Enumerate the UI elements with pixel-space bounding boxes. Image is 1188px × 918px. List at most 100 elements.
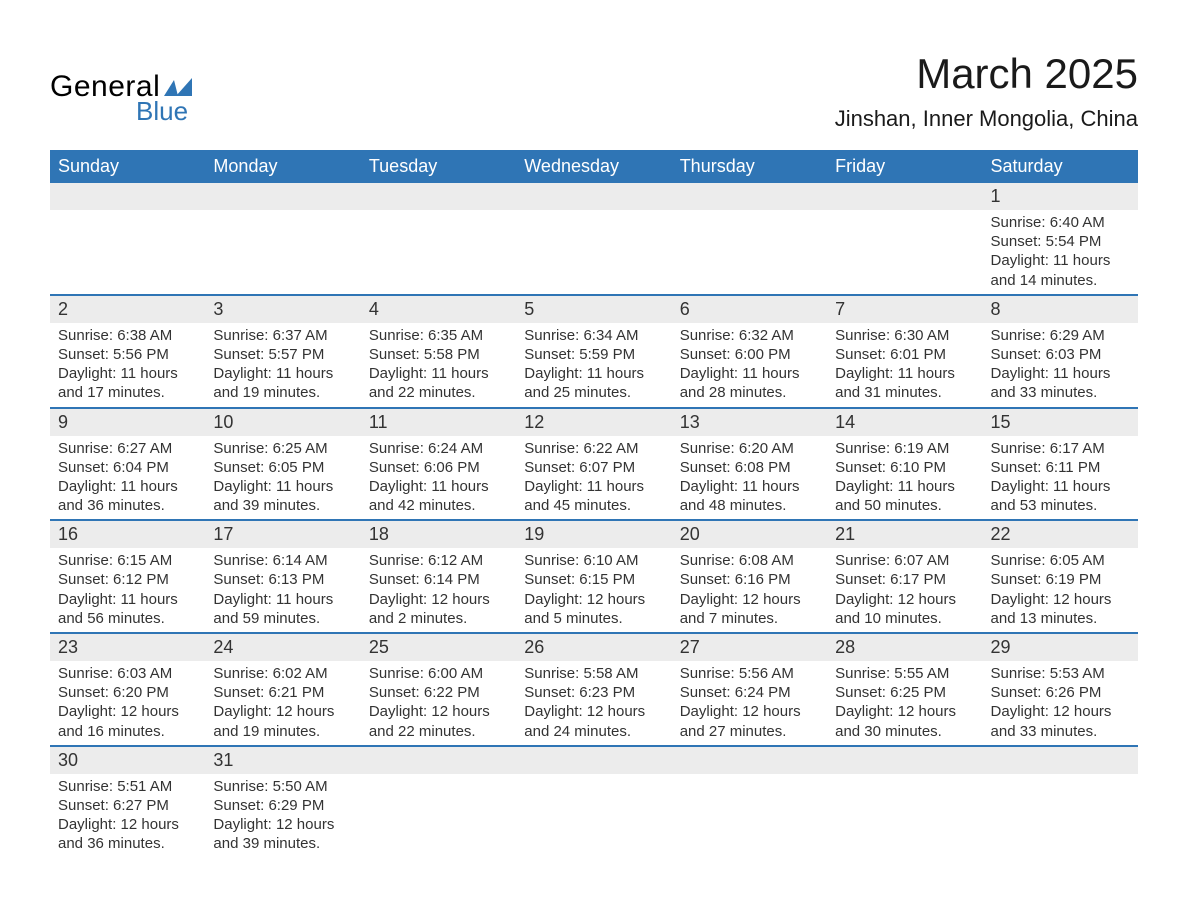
day-data-cell: Sunrise: 5:50 AMSunset: 6:29 PMDaylight:… (205, 774, 360, 858)
day-d1: Daylight: 11 hours (213, 590, 352, 609)
day-data: Sunrise: 6:29 AMSunset: 6:03 PMDaylight:… (983, 323, 1138, 407)
day-sunset: Sunset: 5:54 PM (991, 232, 1130, 251)
day-number-cell: 23 (50, 633, 205, 661)
day-sunrise: Sunrise: 6:24 AM (369, 439, 508, 458)
day-number: 28 (827, 634, 982, 661)
day-number: 7 (827, 296, 982, 323)
day-data: Sunrise: 5:53 AMSunset: 6:26 PMDaylight:… (983, 661, 1138, 745)
day-number-cell: 10 (205, 408, 360, 436)
weekday-header: Sunday (50, 150, 205, 183)
day-data-cell: Sunrise: 6:14 AMSunset: 6:13 PMDaylight:… (205, 548, 360, 633)
day-number-cell: 17 (205, 520, 360, 548)
day-data (672, 210, 827, 234)
calendar-table: Sunday Monday Tuesday Wednesday Thursday… (50, 150, 1138, 858)
day-data: Sunrise: 6:02 AMSunset: 6:21 PMDaylight:… (205, 661, 360, 745)
day-number: 10 (205, 409, 360, 436)
day-number-cell (672, 746, 827, 774)
day-data: Sunrise: 6:15 AMSunset: 6:12 PMDaylight:… (50, 548, 205, 632)
day-number-cell: 18 (361, 520, 516, 548)
day-data (205, 210, 360, 234)
day-number: 19 (516, 521, 671, 548)
day-d2: and 24 minutes. (524, 722, 663, 741)
day-number (205, 183, 360, 189)
day-d1: Daylight: 11 hours (58, 364, 197, 383)
day-data-cell (516, 210, 671, 295)
day-sunset: Sunset: 6:13 PM (213, 570, 352, 589)
day-sunset: Sunset: 6:14 PM (369, 570, 508, 589)
day-data (361, 774, 516, 798)
day-data (827, 774, 982, 798)
day-number (672, 747, 827, 753)
day-data (827, 210, 982, 234)
day-number-cell (516, 183, 671, 210)
day-number-cell: 29 (983, 633, 1138, 661)
day-sunrise: Sunrise: 5:53 AM (991, 664, 1130, 683)
day-sunrise: Sunrise: 6:14 AM (213, 551, 352, 570)
day-d1: Daylight: 12 hours (213, 815, 352, 834)
day-data (672, 774, 827, 798)
day-number-cell: 5 (516, 295, 671, 323)
day-data-cell (50, 210, 205, 295)
day-sunrise: Sunrise: 6:02 AM (213, 664, 352, 683)
day-d1: Daylight: 12 hours (524, 590, 663, 609)
logo: General Blue (50, 50, 192, 127)
day-data-cell (983, 774, 1138, 858)
day-data: Sunrise: 6:17 AMSunset: 6:11 PMDaylight:… (983, 436, 1138, 520)
day-data: Sunrise: 6:35 AMSunset: 5:58 PMDaylight:… (361, 323, 516, 407)
day-d2: and 16 minutes. (58, 722, 197, 741)
day-number: 1 (983, 183, 1138, 210)
day-data: Sunrise: 6:38 AMSunset: 5:56 PMDaylight:… (50, 323, 205, 407)
day-sunset: Sunset: 6:04 PM (58, 458, 197, 477)
day-number-cell: 13 (672, 408, 827, 436)
day-sunset: Sunset: 5:56 PM (58, 345, 197, 364)
day-sunset: Sunset: 6:17 PM (835, 570, 974, 589)
day-number (827, 747, 982, 753)
day-sunset: Sunset: 6:21 PM (213, 683, 352, 702)
day-sunset: Sunset: 5:59 PM (524, 345, 663, 364)
day-number: 16 (50, 521, 205, 548)
day-number: 6 (672, 296, 827, 323)
day-data-cell: Sunrise: 6:30 AMSunset: 6:01 PMDaylight:… (827, 323, 982, 408)
day-sunrise: Sunrise: 6:30 AM (835, 326, 974, 345)
day-data-cell: Sunrise: 6:17 AMSunset: 6:11 PMDaylight:… (983, 436, 1138, 521)
day-number-cell: 27 (672, 633, 827, 661)
day-data-cell: Sunrise: 6:27 AMSunset: 6:04 PMDaylight:… (50, 436, 205, 521)
day-d1: Daylight: 12 hours (680, 702, 819, 721)
day-sunset: Sunset: 5:58 PM (369, 345, 508, 364)
day-number (827, 183, 982, 189)
day-sunset: Sunset: 6:16 PM (680, 570, 819, 589)
day-data: Sunrise: 6:27 AMSunset: 6:04 PMDaylight:… (50, 436, 205, 520)
day-sunrise: Sunrise: 6:37 AM (213, 326, 352, 345)
day-number-cell (361, 183, 516, 210)
day-sunrise: Sunrise: 6:10 AM (524, 551, 663, 570)
header: General Blue March 2025 Jinshan, Inner M… (50, 50, 1138, 132)
day-data: Sunrise: 6:34 AMSunset: 5:59 PMDaylight:… (516, 323, 671, 407)
day-number: 12 (516, 409, 671, 436)
day-data: Sunrise: 6:12 AMSunset: 6:14 PMDaylight:… (361, 548, 516, 632)
day-d1: Daylight: 11 hours (369, 477, 508, 496)
day-d1: Daylight: 11 hours (369, 364, 508, 383)
day-sunset: Sunset: 6:25 PM (835, 683, 974, 702)
day-data-cell: Sunrise: 5:55 AMSunset: 6:25 PMDaylight:… (827, 661, 982, 746)
day-d2: and 14 minutes. (991, 271, 1130, 290)
day-d1: Daylight: 11 hours (835, 477, 974, 496)
day-d1: Daylight: 12 hours (524, 702, 663, 721)
day-sunrise: Sunrise: 6:38 AM (58, 326, 197, 345)
day-number: 31 (205, 747, 360, 774)
day-number: 29 (983, 634, 1138, 661)
day-sunset: Sunset: 6:07 PM (524, 458, 663, 477)
day-data-cell: Sunrise: 6:05 AMSunset: 6:19 PMDaylight:… (983, 548, 1138, 633)
day-data-cell: Sunrise: 6:24 AMSunset: 6:06 PMDaylight:… (361, 436, 516, 521)
weekday-header: Friday (827, 150, 982, 183)
day-number (516, 183, 671, 189)
day-number: 13 (672, 409, 827, 436)
day-data: Sunrise: 6:40 AMSunset: 5:54 PMDaylight:… (983, 210, 1138, 294)
day-number-cell (827, 746, 982, 774)
day-number-cell: 7 (827, 295, 982, 323)
day-d2: and 28 minutes. (680, 383, 819, 402)
day-d2: and 30 minutes. (835, 722, 974, 741)
day-number: 30 (50, 747, 205, 774)
day-data: Sunrise: 5:51 AMSunset: 6:27 PMDaylight:… (50, 774, 205, 858)
day-data (516, 774, 671, 798)
day-sunrise: Sunrise: 6:27 AM (58, 439, 197, 458)
